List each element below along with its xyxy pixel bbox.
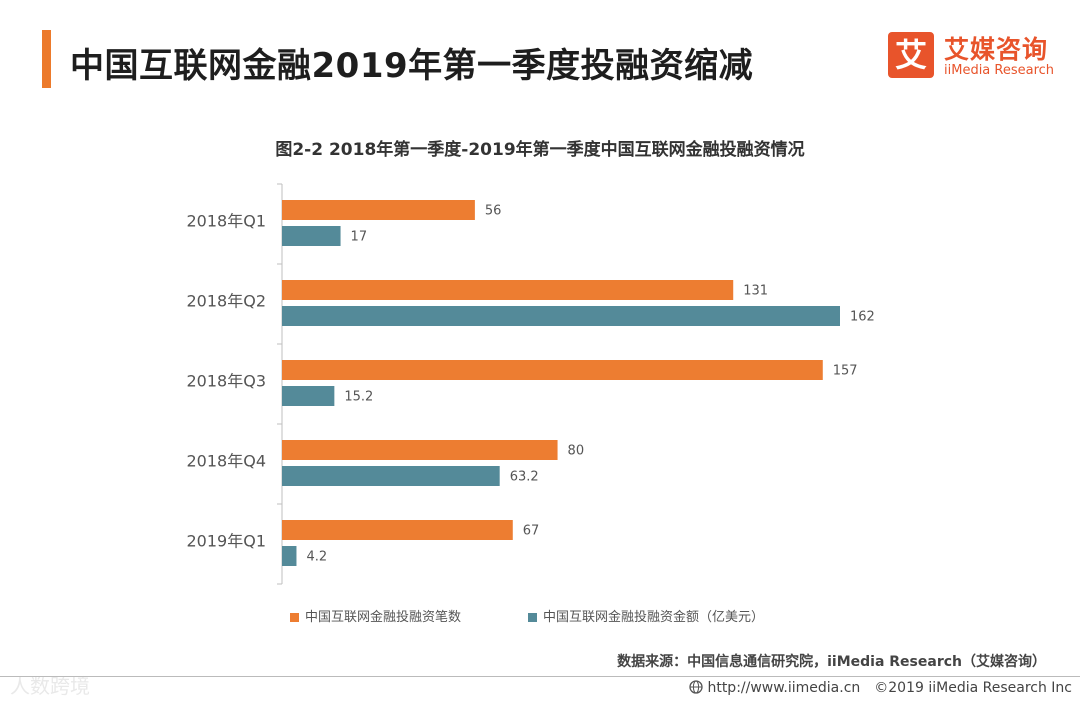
data-label: 157 bbox=[833, 364, 858, 379]
legend-item-count: 中国互联网金融投融资笔数 bbox=[290, 606, 461, 625]
logo-text-cn: 艾媒咨询 bbox=[944, 35, 1049, 64]
legend-label-count: 中国互联网金融投融资笔数 bbox=[305, 610, 462, 625]
category-label: 2019年Q1 bbox=[187, 532, 267, 551]
title-accent-bar bbox=[42, 30, 51, 88]
globe-icon bbox=[689, 680, 704, 694]
logo-icon: 艾 bbox=[888, 32, 934, 78]
data-label: 17 bbox=[351, 230, 368, 245]
bar-count bbox=[282, 520, 513, 540]
data-label: 162 bbox=[850, 310, 875, 325]
category-label: 2018年Q4 bbox=[187, 452, 267, 471]
data-label: 131 bbox=[743, 284, 768, 299]
data-label: 56 bbox=[485, 204, 502, 219]
category-label: 2018年Q2 bbox=[187, 292, 267, 311]
bar-count bbox=[282, 440, 558, 460]
website-link[interactable]: http://www.iimedia.cn bbox=[707, 680, 861, 696]
data-label: 80 bbox=[568, 444, 585, 459]
watermark: 人数跨境 bbox=[10, 674, 90, 698]
footer: http://www.iimedia.cn ©2019 iiMedia Resea… bbox=[689, 680, 1072, 696]
bar-chart: 2018年Q1 56 17 2018年Q2 131 162 2018年Q3 157 15.2 20… bbox=[187, 183, 875, 585]
category-label: 2018年Q3 bbox=[187, 372, 267, 391]
brand-logo: 艾 艾媒咨询 iiMedia Research bbox=[888, 30, 1068, 82]
legend-item-amount: 中国互联网金融投融资金额（亿美元） bbox=[528, 606, 764, 625]
chart-title: 图2-2 2018年第一季度-2019年第一季度中国互联网金融投融资情况 bbox=[275, 140, 805, 160]
logo-text-en: iiMedia Research bbox=[944, 63, 1055, 78]
data-label: 67 bbox=[523, 524, 540, 539]
legend-swatch-amount bbox=[528, 613, 537, 622]
bar-count bbox=[282, 280, 734, 300]
bar-amount bbox=[282, 546, 297, 566]
legend-label-amount: 中国互联网金融投融资金额（亿美元） bbox=[543, 610, 765, 625]
copyright-text: ©2019 iiMedia Research Inc bbox=[874, 680, 1072, 696]
bar-count bbox=[282, 360, 823, 380]
category-label: 2018年Q1 bbox=[187, 212, 267, 231]
data-source-note: 数据来源：中国信息通信研究院，iiMedia Research（艾媒咨询） bbox=[617, 654, 1046, 670]
bar-count bbox=[282, 200, 475, 220]
footer-divider bbox=[0, 676, 1080, 677]
data-label: 15.2 bbox=[344, 390, 373, 405]
bar-amount bbox=[282, 226, 341, 246]
legend-swatch-count bbox=[290, 613, 299, 622]
bar-amount bbox=[282, 466, 500, 486]
data-label: 4.2 bbox=[306, 550, 327, 565]
bar-amount bbox=[282, 306, 840, 326]
data-label: 63.2 bbox=[510, 470, 539, 485]
page-title: 中国互联网金融2019年第一季度投融资缩减 bbox=[70, 46, 754, 86]
bar-amount bbox=[282, 386, 335, 406]
